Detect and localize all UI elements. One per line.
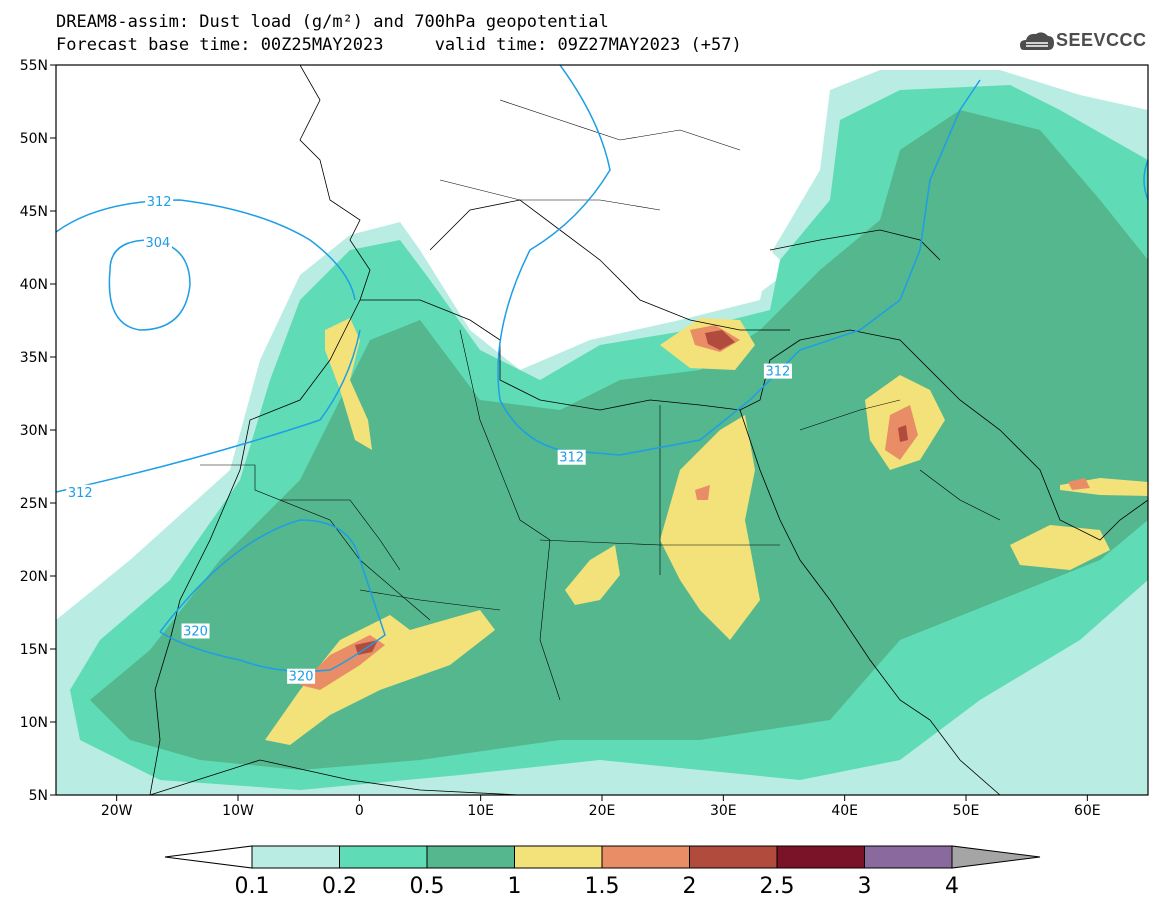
x-tick-label: 20E [589, 803, 616, 819]
contour-label: 312 [766, 365, 791, 380]
coastlines [149, 65, 1148, 795]
x-tick-label: 40E [831, 803, 858, 819]
x-tick-label: 10E [467, 803, 494, 819]
y-tick-label: 35N [20, 350, 48, 366]
contour-label-background [143, 235, 172, 251]
colorbar-label: 2.5 [760, 874, 795, 899]
y-tick-label: 20N [20, 569, 48, 585]
x-tick-label: 60E [1074, 803, 1101, 819]
colorbar-label: 4 [945, 874, 959, 899]
colorbar-label: 0.5 [410, 874, 445, 899]
colorbar-label: 0.1 [235, 874, 270, 899]
colorbar-segment [251, 845, 340, 869]
contour-label-background [557, 449, 586, 465]
colorbar-label: 1.5 [585, 874, 620, 899]
y-tick-label: 15N [20, 642, 48, 658]
colorbar-segment [514, 845, 603, 869]
dust-field [56, 65, 1148, 795]
contour-label: 304 [146, 236, 171, 251]
colorbar-segment [864, 845, 953, 869]
y-axis-ticks: 55N 50N 45N 40N 35N 30N 25N 20N 15N 10N 5N [20, 58, 56, 804]
y-tick-label: 10N [20, 715, 48, 731]
dust-load-colorbar: 0.1 0.2 0.5 1 1.5 2 2.5 3 4 [164, 845, 1041, 899]
contour-label-background [287, 668, 316, 684]
colorbar-segment [689, 845, 778, 869]
contour-label-background [145, 194, 174, 210]
contour-label-background [181, 623, 210, 639]
colorbar-label: 1 [508, 874, 522, 899]
y-tick-label: 25N [20, 496, 48, 512]
cloud-icon [1020, 32, 1054, 50]
x-tick-label: 20W [101, 803, 133, 819]
colorbar-label: 0.2 [322, 874, 357, 899]
contour-label-background [66, 484, 95, 500]
contour-label: 320 [289, 670, 314, 685]
y-tick-label: 5N [29, 788, 48, 804]
contour-label: 312 [147, 195, 172, 210]
x-tick-label: 30E [710, 803, 737, 819]
y-tick-label: 45N [20, 204, 48, 220]
map-title-line-1: DREAM8-assim: Dust load (g/m²) and 700hP… [56, 12, 609, 32]
y-tick-label: 40N [20, 277, 48, 293]
contour-label: 312 [68, 486, 93, 501]
y-tick-label: 50N [20, 131, 48, 147]
x-tick-label: 10W [222, 803, 254, 819]
colorbar-segment [776, 845, 865, 869]
x-tick-label: 50E [953, 803, 980, 819]
contour-labels: 312 304 312 312 312 320 320 [66, 194, 792, 685]
x-axis-ticks: 20W 10W 0 10E 20E 30E 40E 50E 60E [101, 795, 1101, 819]
logo-text: SEEVCCC [1056, 30, 1147, 50]
y-tick-label: 30N [20, 423, 48, 439]
map-title-line-2: Forecast base time: 00Z25MAY2023 valid t… [56, 35, 742, 55]
colorbar-lower-arrow [164, 845, 253, 869]
contour-label: 320 [183, 624, 208, 639]
borders [200, 99, 1001, 701]
colorbar-label: 3 [858, 874, 872, 899]
y-tick-label: 55N [20, 58, 48, 74]
contour-label: 312 [559, 451, 584, 466]
x-tick-label: 0 [355, 803, 364, 819]
colorbar-segment [426, 845, 515, 869]
colorbar-label: 2 [683, 874, 697, 899]
colorbar-upper-arrow [951, 845, 1041, 869]
contour-label-background [763, 363, 792, 379]
colorbar-segment [339, 845, 428, 869]
colorbar-segment [601, 845, 690, 869]
